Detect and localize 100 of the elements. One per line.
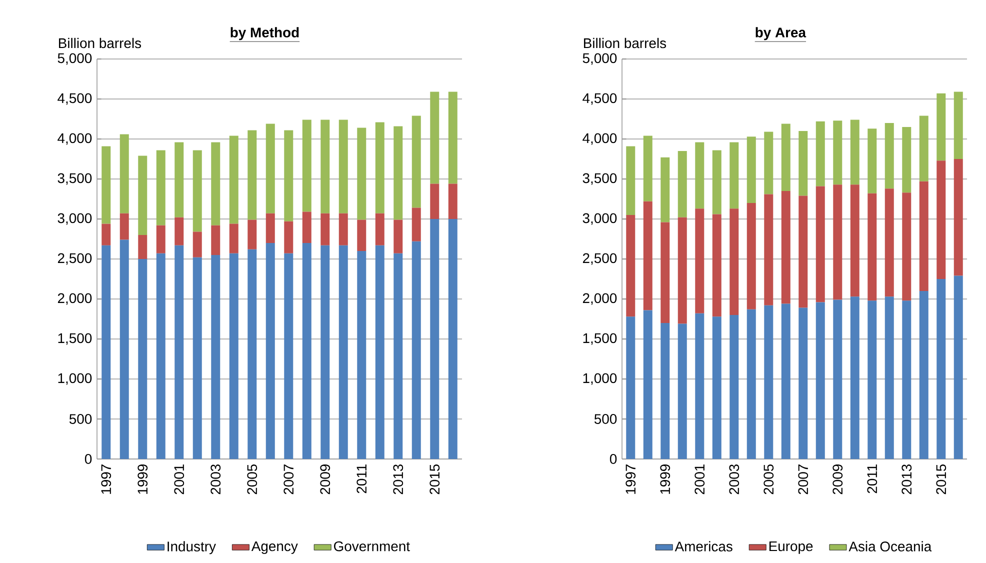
bar [884,296,894,459]
bar [174,142,184,218]
y-tick-label: 500 [69,414,92,424]
bar [357,251,366,459]
x-tick-label: 2007 [798,464,808,494]
bar [850,120,860,185]
bar [394,253,403,459]
y-tick-label: 0 [610,454,617,464]
bar [850,296,860,459]
bar [626,316,636,459]
bar [192,257,202,459]
bar [816,302,825,459]
x-tick-label: 2011 [356,464,367,494]
bar [120,213,129,240]
chart-title: by Method [230,27,299,40]
y-tick-label: 3,000 [58,213,92,225]
y-axis-title: Billion barrels [584,38,666,48]
y-tick-label: 2,000 [58,293,92,305]
bar [229,136,238,224]
bar [902,127,912,193]
bar [954,92,963,159]
bar [626,215,636,317]
bar [102,224,111,246]
x-tick-label: 2003 [729,464,740,494]
bar [284,130,294,222]
bar [746,203,756,310]
bar [138,235,148,259]
bar [192,232,202,258]
bar [660,157,670,222]
bar [120,240,129,459]
bar [936,93,946,161]
bar [412,241,421,459]
y-tick-label: 4,500 [58,93,92,105]
bar [730,208,739,315]
bar [798,196,808,308]
bar [174,217,184,246]
x-tick-label: 2015 [430,464,440,494]
bar [626,146,636,215]
bar [730,142,739,209]
x-tick-label: 2009 [832,464,843,494]
bar [211,225,220,255]
bar [712,150,722,214]
bar [833,300,842,459]
bar [174,245,184,459]
bar [430,184,440,219]
bar [448,219,458,459]
bar [712,316,722,459]
bar [695,208,704,314]
bar [798,308,808,459]
y-tick-label: 2,500 [58,253,92,265]
x-tick-label: 2009 [320,464,330,494]
bar [764,305,774,459]
x-tick-label: 1997 [101,464,112,494]
bar [266,243,275,459]
bar [746,136,756,203]
y-tick-label: 1,000 [58,373,92,385]
legend-label: Industry [168,541,216,554]
x-tick-label: 2001 [174,464,184,494]
bar [660,323,670,459]
y-tick-label: 1,000 [583,373,617,385]
bar [868,128,877,194]
chart-title: by Area [756,27,806,40]
y-tick-label: 5,000 [58,53,92,65]
bar [102,146,111,224]
bar [320,213,330,246]
bar [678,151,687,218]
bar [211,255,220,459]
bar [695,142,704,209]
bar [394,126,403,220]
bar [798,131,808,196]
bar [868,193,877,301]
bar [357,128,366,220]
bar [266,124,275,214]
x-tick-label: 2011 [867,464,878,494]
y-tick-label: 3,000 [582,213,617,225]
y-tick-label: 1,500 [58,333,92,345]
bar [375,245,384,459]
bar [156,150,166,226]
legend-label: Asia Oceania [848,541,932,552]
x-tick-label: 1997 [626,464,636,494]
bar [884,123,894,189]
bar [375,122,384,214]
x-tick-label: 1999 [138,464,148,494]
bar [375,213,384,246]
y-tick-label: 4,000 [58,133,92,145]
y-tick-label: 4,000 [582,133,617,145]
x-tick-label: 2007 [284,464,294,494]
bar [643,201,652,310]
bar [338,213,348,246]
bar [660,222,670,323]
bar [394,220,403,254]
bar [120,134,129,214]
bar [936,279,946,459]
bar [302,120,312,212]
x-tick-label: 2013 [393,464,404,494]
legend-label: Agency [251,541,298,554]
bar [302,212,312,243]
bar [229,224,238,254]
bar [746,309,756,459]
bar [954,276,963,459]
